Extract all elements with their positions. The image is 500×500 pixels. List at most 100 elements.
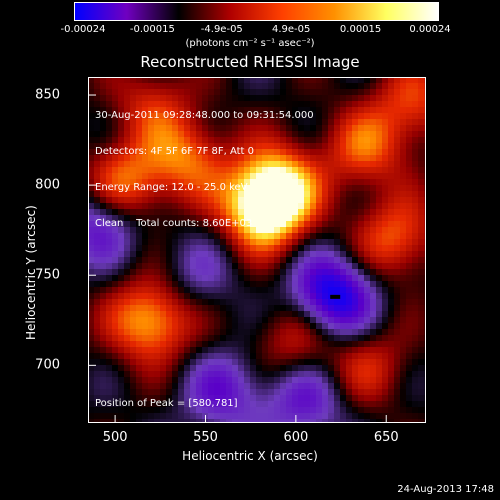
heatmap-cell [406,143,412,149]
heatmap-cell [238,107,244,113]
heatmap-cell [178,251,184,257]
heatmap-cell [286,161,292,167]
heatmap-cell [346,221,352,227]
heatmap-cell [142,83,148,89]
heatmap-cell [304,329,310,335]
heatmap-cell [406,293,412,299]
heatmap-cell [334,161,340,167]
heatmap-cell [316,239,322,245]
heatmap-cell [358,275,364,281]
heatmap-cell [268,281,274,287]
heatmap-cell [208,227,214,233]
heatmap-cell [394,299,400,305]
heatmap-cell [400,221,406,227]
heatmap-cell [322,113,328,119]
heatmap-cell [172,353,178,359]
heatmap-cell [370,371,376,377]
heatmap-cell [418,419,424,423]
heatmap-cell [160,371,166,377]
colorbar-tick-label: -0.00015 [129,24,175,35]
heatmap-cell [322,401,328,407]
heatmap-cell [316,263,322,269]
heatmap-cell [352,263,358,269]
heatmap-cell [190,179,196,185]
heatmap-cell [340,299,346,305]
heatmap-cell [292,329,298,335]
heatmap-cell [406,305,412,311]
heatmap-cell [250,377,256,383]
heatmap-cell [346,287,352,293]
heatmap-cell [94,173,100,179]
heatmap-cell [400,119,406,125]
heatmap-cell [154,287,160,293]
heatmap-cell [172,317,178,323]
heatmap-cell [286,215,292,221]
heatmap-cell [244,179,250,185]
heatmap-cell [178,317,184,323]
heatmap-cell [340,83,346,89]
heatmap-cell [106,95,112,101]
heatmap-cell [124,371,130,377]
heatmap-cell [358,143,364,149]
heatmap-cell [214,233,220,239]
heatmap-cell [268,275,274,281]
heatmap-cell [340,281,346,287]
heatmap-cell [244,113,250,119]
heatmap-cell [196,209,202,215]
heatmap-cell [340,89,346,95]
heatmap-cell [208,155,214,161]
heatmap-cell [370,257,376,263]
heatmap-cell [118,317,124,323]
heatmap-cell [130,191,136,197]
heatmap-cell [352,353,358,359]
heatmap-cell [154,407,160,413]
heatmap-cell [286,269,292,275]
heatmap-cell [124,125,130,131]
heatmap-cell [364,149,370,155]
heatmap-cell [388,245,394,251]
heatmap-cell [148,239,154,245]
heatmap-cell [136,401,142,407]
heatmap-cell [226,209,232,215]
heatmap-cell [274,83,280,89]
heatmap-cell [304,173,310,179]
heatmap-cell [394,317,400,323]
heatmap-cell [304,275,310,281]
heatmap-cell [268,149,274,155]
heatmap-cell [232,125,238,131]
heatmap-cell [382,407,388,413]
heatmap-cell [124,383,130,389]
heatmap-cell [136,251,142,257]
heatmap-cell [268,185,274,191]
heatmap-cell [400,371,406,377]
heatmap-cell [136,287,142,293]
heatmap-cell [172,191,178,197]
heatmap-cell [346,335,352,341]
heatmap-cell [340,263,346,269]
heatmap-cell [268,95,274,101]
heatmap-cell [412,341,418,347]
heatmap-cell [136,233,142,239]
heatmap-cell [130,305,136,311]
heatmap-cell [154,197,160,203]
heatmap-cell [148,257,154,263]
heatmap-cell [142,419,148,423]
heatmap-cell [262,347,268,353]
heatmap-cell [358,83,364,89]
heatmap-cell [274,281,280,287]
heatmap-cell [292,197,298,203]
heatmap-cell [238,359,244,365]
heatmap-cell [208,413,214,419]
y-tick-label: 800 [35,177,60,193]
heatmap-cell [160,275,166,281]
heatmap-cell [94,143,100,149]
heatmap-cell [94,125,100,131]
heatmap-cell [340,365,346,371]
heatmap-cell [154,167,160,173]
heatmap-cell [142,107,148,113]
heatmap-cell [196,179,202,185]
heatmap-cell [142,341,148,347]
heatmap-cell [274,215,280,221]
heatmap-cell [166,275,172,281]
heatmap-cell [238,209,244,215]
